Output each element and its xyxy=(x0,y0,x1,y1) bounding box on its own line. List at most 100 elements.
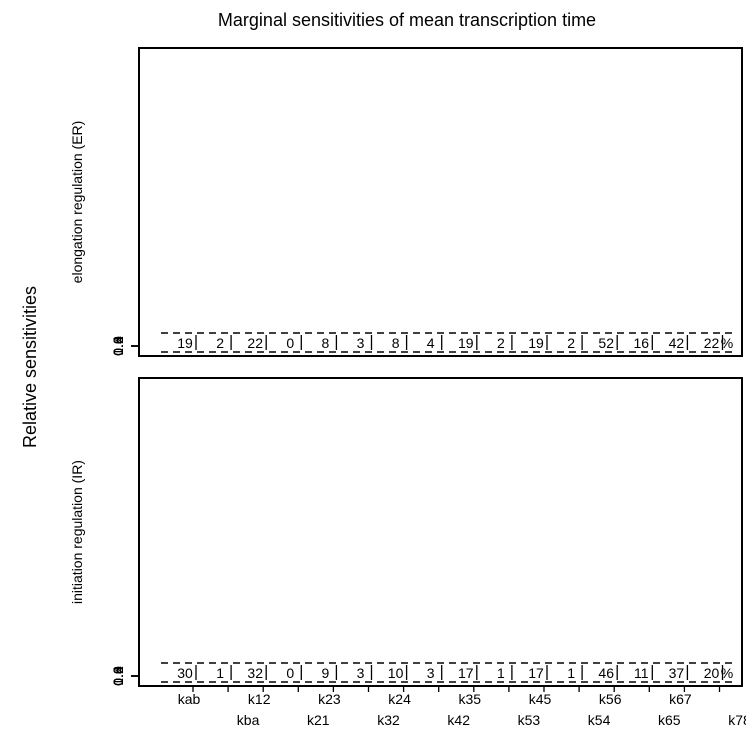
percentage-label: 52 xyxy=(598,335,614,351)
percentage-label: 11 xyxy=(634,665,649,681)
chart-title: Marginal sensitivities of mean transcrip… xyxy=(218,10,596,30)
percentage-label: 8 xyxy=(322,335,330,351)
param-k56: 52 xyxy=(598,335,618,351)
param-kab: 19 xyxy=(177,335,197,351)
percentage-label: 3 xyxy=(357,665,365,681)
param-k32: 3 xyxy=(357,335,373,351)
panel-1: 0.00.20.40.60.81.0 elongation regulation … xyxy=(69,47,743,357)
panel-label: elongation regulation (ER) xyxy=(69,121,85,284)
percentage-label: 30 xyxy=(177,665,193,681)
percentage-label: 0 xyxy=(286,335,294,351)
percentage-label: 42 xyxy=(669,335,685,351)
percent-symbol: % xyxy=(721,335,733,351)
param-k23: 8 xyxy=(322,335,338,351)
percentage-label: 17 xyxy=(528,665,544,681)
category-label-k54: k54 xyxy=(588,712,611,728)
param-k32: 3 xyxy=(357,665,373,681)
y-tick-label: 0.2 xyxy=(110,336,126,356)
param-kba: 2 xyxy=(216,335,232,351)
category-label-k45: k45 xyxy=(529,691,552,707)
percentage-label: 32 xyxy=(247,665,263,681)
percentage-label: 17 xyxy=(458,665,474,681)
percentage-label: 3 xyxy=(357,335,365,351)
param-k35: 19 xyxy=(458,335,478,351)
param-k56: 46 xyxy=(598,665,618,681)
param-k54: 1 xyxy=(567,665,583,681)
percentage-label: 3 xyxy=(427,665,435,681)
y-tick-label: 1.0 xyxy=(110,336,126,356)
percentage-label: 1 xyxy=(216,665,224,681)
param-k78: 20 xyxy=(704,665,724,681)
param-k65: 11 xyxy=(634,665,653,681)
percentage-label: 19 xyxy=(458,335,474,351)
y-tick-label: 0.0 xyxy=(110,336,126,356)
panel-frame xyxy=(138,47,743,357)
percentage-label: 46 xyxy=(598,665,614,681)
y-axis-label: Relative sensitivities xyxy=(20,286,40,448)
category-label-k53: k53 xyxy=(518,712,541,728)
percentage-label: 10 xyxy=(388,665,404,681)
param-k12: 32 xyxy=(247,665,267,681)
param-k42: 4 xyxy=(427,335,443,351)
param-k35: 17 xyxy=(458,665,478,681)
percentage-label: 20 xyxy=(704,665,720,681)
y-tick-label: 0.4 xyxy=(110,666,126,686)
param-k24: 8 xyxy=(392,335,408,351)
param-k45: 17 xyxy=(528,665,548,681)
category-label-k23: k23 xyxy=(318,691,341,707)
percentage-label: 37 xyxy=(669,665,685,681)
percentage-label: 0 xyxy=(286,665,294,681)
category-label-k65: k65 xyxy=(658,712,681,728)
param-k65: 16 xyxy=(634,335,653,351)
percentage-label: 22 xyxy=(704,335,720,351)
category-label-k24: k24 xyxy=(388,691,411,707)
category-label-k78: k78 xyxy=(728,712,746,728)
param-k12: 22 xyxy=(247,335,267,351)
y-tick-label: 0.6 xyxy=(110,336,126,356)
param-k42: 3 xyxy=(427,665,443,681)
param-kba: 1 xyxy=(216,665,232,681)
category-label-k56: k56 xyxy=(599,691,622,707)
param-k24: 10 xyxy=(388,665,408,681)
panel-frame xyxy=(138,377,743,687)
param-k67: 37 xyxy=(669,665,689,681)
percentage-label: 19 xyxy=(528,335,544,351)
y-tick-label: 0.4 xyxy=(110,336,126,356)
param-k53: 2 xyxy=(497,335,513,351)
percent-symbol: % xyxy=(721,665,733,681)
panel-2: 0.00.20.40.60.81.0 initiation regulation … xyxy=(69,377,743,687)
y-tick-label: 0.8 xyxy=(110,336,126,356)
percentage-label: 2 xyxy=(497,335,505,351)
param-kab: 30 xyxy=(177,665,197,681)
y-tick-label: 0.8 xyxy=(110,666,126,686)
percentage-label: 9 xyxy=(322,665,330,681)
y-tick-label: 0.6 xyxy=(110,666,126,686)
percentage-label: 4 xyxy=(427,335,435,351)
y-tick-label: 0.0 xyxy=(110,666,126,686)
param-k78: 22 xyxy=(704,335,724,351)
param-k53: 1 xyxy=(497,665,513,681)
category-label-k21: k21 xyxy=(307,712,330,728)
percentage-label: 2 xyxy=(567,335,575,351)
param-k23: 9 xyxy=(322,665,338,681)
percentage-label: 22 xyxy=(247,335,263,351)
param-k21: 0 xyxy=(286,665,302,681)
category-label-k67: k67 xyxy=(669,691,692,707)
percentage-label: 8 xyxy=(392,335,400,351)
percentage-label: 1 xyxy=(497,665,505,681)
category-label-k32: k32 xyxy=(377,712,400,728)
percentage-label: 1 xyxy=(567,665,575,681)
category-label-k42: k42 xyxy=(447,712,470,728)
param-k67: 42 xyxy=(669,335,689,351)
panel-label: initiation regulation (IR) xyxy=(69,460,85,604)
category-label-kab: kab xyxy=(178,691,201,707)
param-k45: 19 xyxy=(528,335,548,351)
category-labels: kab kba k12 k21 k23 k32 k24 k42 k35 k53 k45 k54 k56 k… xyxy=(178,686,746,728)
y-tick-label: 0.2 xyxy=(110,666,126,686)
percentage-label: 16 xyxy=(634,335,650,351)
percentage-label: 2 xyxy=(216,335,224,351)
percentage-label: 19 xyxy=(177,335,193,351)
param-k21: 0 xyxy=(286,335,302,351)
